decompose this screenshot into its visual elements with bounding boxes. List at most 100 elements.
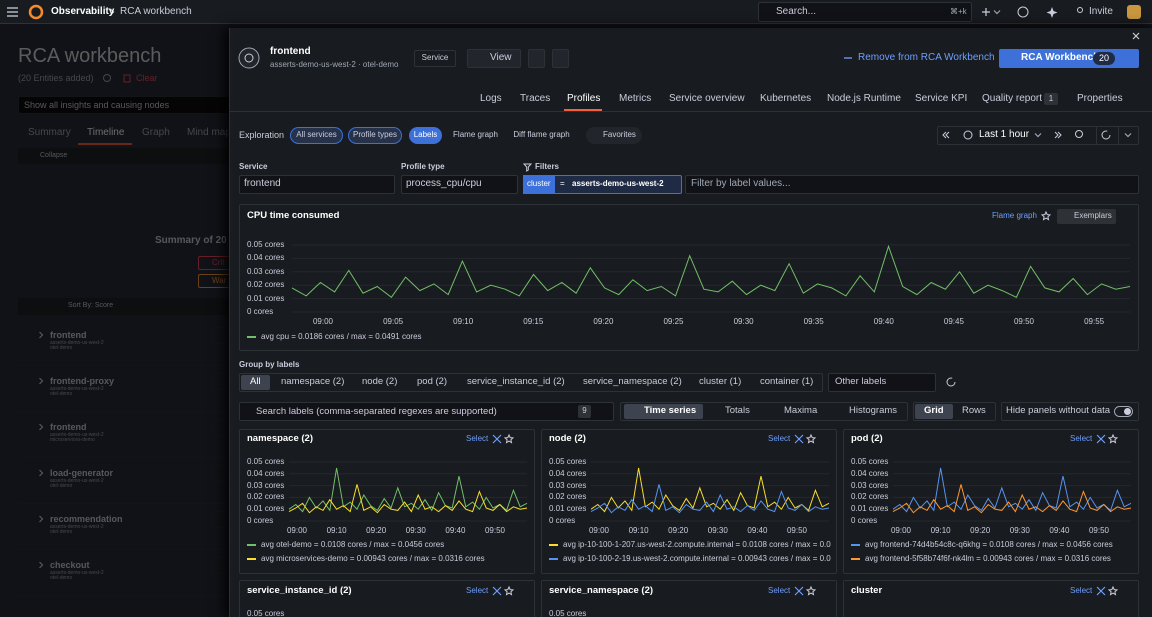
entity-name[interactable]: frontend [50,330,87,340]
more-button[interactable] [552,49,569,68]
breadcrumb-root[interactable]: Observability [51,6,115,17]
drawer-tab[interactable]: Profiles [567,93,601,104]
group-by-option[interactable]: pod (2) [417,376,448,387]
x-tick-label: 09:05 [383,317,404,326]
group-by-option[interactable]: service_instance_id (2) [467,376,565,387]
clear-button[interactable]: Clear [136,73,158,83]
exploration-pill[interactable] [290,127,343,144]
entity-name[interactable]: frontend [50,422,87,432]
remove-link[interactable]: Remove from RCA Workbench [858,52,995,63]
rewind-icon [942,131,950,139]
drawer-tab[interactable]: Traces [520,93,551,104]
x-tick-label: 09:10 [628,526,649,535]
y-tick-label: 0.04 cores [851,468,889,478]
workbench-tab[interactable]: Summary [28,127,71,138]
drawer-tab[interactable]: Kubernetes [760,93,812,104]
panel-title: pod (2) [851,433,883,444]
expand-icon [1096,586,1106,596]
select-link[interactable]: Select [466,586,489,595]
select-link[interactable]: Select [768,434,791,443]
view-option[interactable]: Maxima [784,405,818,416]
legend-entry[interactable]: avg frontend-5f58b74f6f-nk4lm = 0.00943 … [865,554,1111,563]
service-select[interactable] [239,175,395,194]
legend-entry[interactable]: avg ip-10-100-1-207.us-west-2.compute.in… [563,540,831,549]
legend-entry[interactable]: avg otel-demo = 0.0108 cores / max = 0.0… [261,540,445,549]
profile-select[interactable] [401,175,518,194]
exploration-pill[interactable] [409,127,442,144]
x-tick-label: 09:35 [803,317,824,326]
entity-name[interactable]: recommendation [50,514,123,524]
group-by-active [241,375,270,390]
workbench-tab[interactable]: Timeline [87,127,125,138]
entity-namespace: otel-demo [50,483,73,489]
layout-option[interactable]: Rows [962,405,986,416]
kind-badge [414,50,456,67]
legend-entry[interactable]: avg ip-10-100-2-19.us-west-2.compute.int… [563,554,831,563]
group-by-option[interactable]: namespace (2) [281,376,345,387]
y-tick-label: 0.04 cores [247,253,285,263]
series-line [892,467,1132,513]
select-link[interactable]: Select [1070,434,1093,443]
legend-entry[interactable]: avg cpu = 0.0186 cores / max = 0.0491 co… [261,332,422,341]
series-line [288,484,528,514]
panel-title: CPU time consumed [247,210,340,221]
view-option[interactable]: Time series [644,405,697,416]
x-tick-label: 09:40 [1049,526,1070,535]
group-by-option[interactable]: node (2) [362,376,398,387]
drawer-tab[interactable]: Properties [1077,93,1123,104]
flame-link[interactable]: Flame graph [992,211,1037,220]
workbench-tab[interactable]: Mind map [187,127,231,138]
label-search[interactable] [239,402,614,421]
group-by-option[interactable]: All [250,376,261,387]
collapse-button[interactable]: Collapse [40,152,68,159]
group-by-option[interactable]: cluster (1) [699,376,742,387]
other-labels-select[interactable] [828,373,936,392]
refresh-button[interactable] [1096,126,1139,145]
legend-swatch [549,558,558,560]
view-option[interactable]: Totals [725,405,750,416]
drawer-tab[interactable]: Service overview [669,93,745,104]
layout-option[interactable]: Grid [924,405,944,416]
drawer-tab[interactable]: Quality report [982,93,1043,104]
entity-count: (20 Entities added) [18,73,94,83]
x-tick-label: 09:40 [445,526,466,535]
drawer-tab[interactable]: Node.js Runtime [827,93,901,104]
x-tick-label: 09:30 [405,526,426,535]
avatar[interactable] [1127,5,1141,19]
legend-entry[interactable]: avg microservices-demo = 0.00943 cores /… [261,554,485,563]
entity-divider [18,549,233,550]
drawer-tab[interactable]: Service KPI [915,93,968,104]
exemplars-button[interactable] [1057,209,1116,224]
layout-active [915,404,953,419]
entity-name[interactable]: checkout [50,560,90,570]
exploration-pill[interactable] [348,127,402,144]
y-tick-label: 0.04 cores [549,468,587,478]
flame-button[interactable] [528,49,545,68]
drawer-tab[interactable]: Metrics [619,93,652,104]
workbench-tab[interactable]: Graph [142,127,170,138]
favorites-pill[interactable] [586,127,642,144]
filter-input[interactable] [685,175,1139,194]
sort-label[interactable]: Sort By: Score [68,302,114,309]
exploration-option: Profile types [352,130,398,139]
view-option[interactable]: Histograms [849,405,898,416]
view-button[interactable] [467,49,521,68]
search-box[interactable] [758,2,972,22]
legend-entry[interactable]: avg frontend-74d4b54c8c-q6khg = 0.0108 c… [865,540,1113,549]
select-link[interactable]: Select [1070,586,1093,595]
time-controls[interactable] [937,126,1119,145]
group-by-option[interactable]: container (1) [760,376,814,387]
select-link[interactable]: Select [768,586,791,595]
star-icon [1107,433,1119,444]
insight-filter-text: Show all insights and causing nodes [24,100,170,110]
x-tick-label: 09:00 [588,526,610,535]
select-link[interactable]: Select [466,434,489,443]
entity-name[interactable]: load-generator [50,468,114,478]
x-tick-label: 09:40 [747,526,768,535]
invite-button[interactable]: Invite [1089,6,1113,17]
time-range[interactable]: Last 1 hour [979,129,1030,140]
drawer-tab[interactable]: Logs [480,93,502,104]
group-by-option[interactable]: service_namespace (2) [583,376,682,387]
hide-empty-toggle[interactable] [1114,406,1133,417]
entity-name[interactable]: frontend-proxy [50,376,114,386]
